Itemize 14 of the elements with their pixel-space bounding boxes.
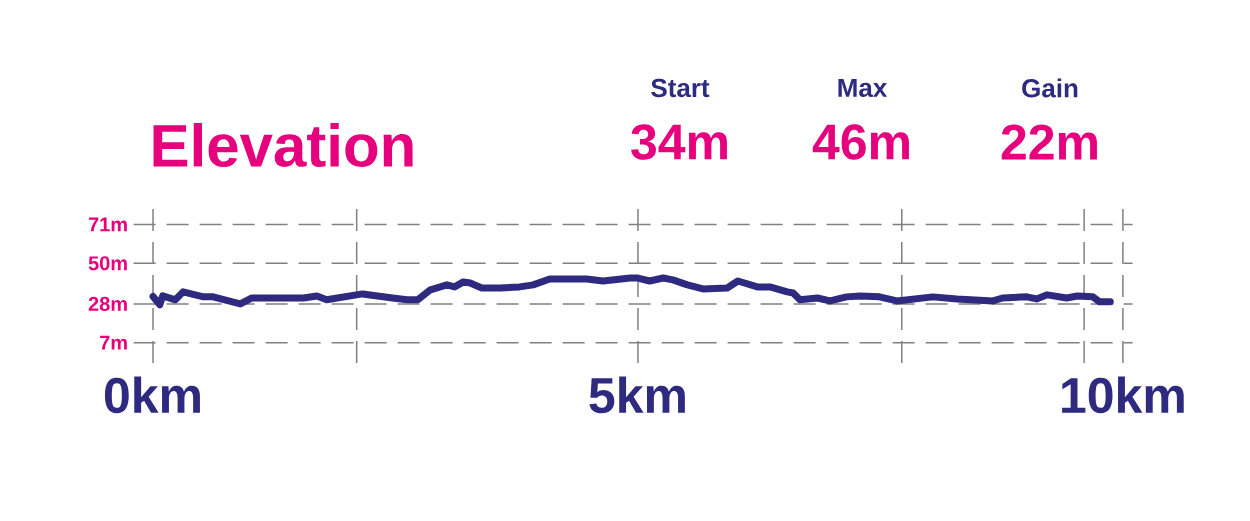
y-tick-label: 71m	[88, 217, 127, 232]
y-tick-label: 50m	[88, 256, 127, 271]
text: Max	[838, 78, 888, 98]
x-tick-label: 5km	[589, 376, 685, 414]
text: 34m	[631, 124, 727, 160]
text: Start	[651, 78, 710, 98]
y-tick-label: 7m	[100, 335, 127, 350]
x-tick-label: 0km	[104, 376, 200, 414]
text: 22m	[1001, 124, 1097, 160]
text: 46m	[812, 124, 909, 160]
text: Gain	[1022, 78, 1078, 98]
x-tick-label: 10km	[1062, 376, 1184, 414]
y-tick-label: 28m	[88, 296, 127, 311]
chart-title: Elevation	[153, 122, 413, 168]
